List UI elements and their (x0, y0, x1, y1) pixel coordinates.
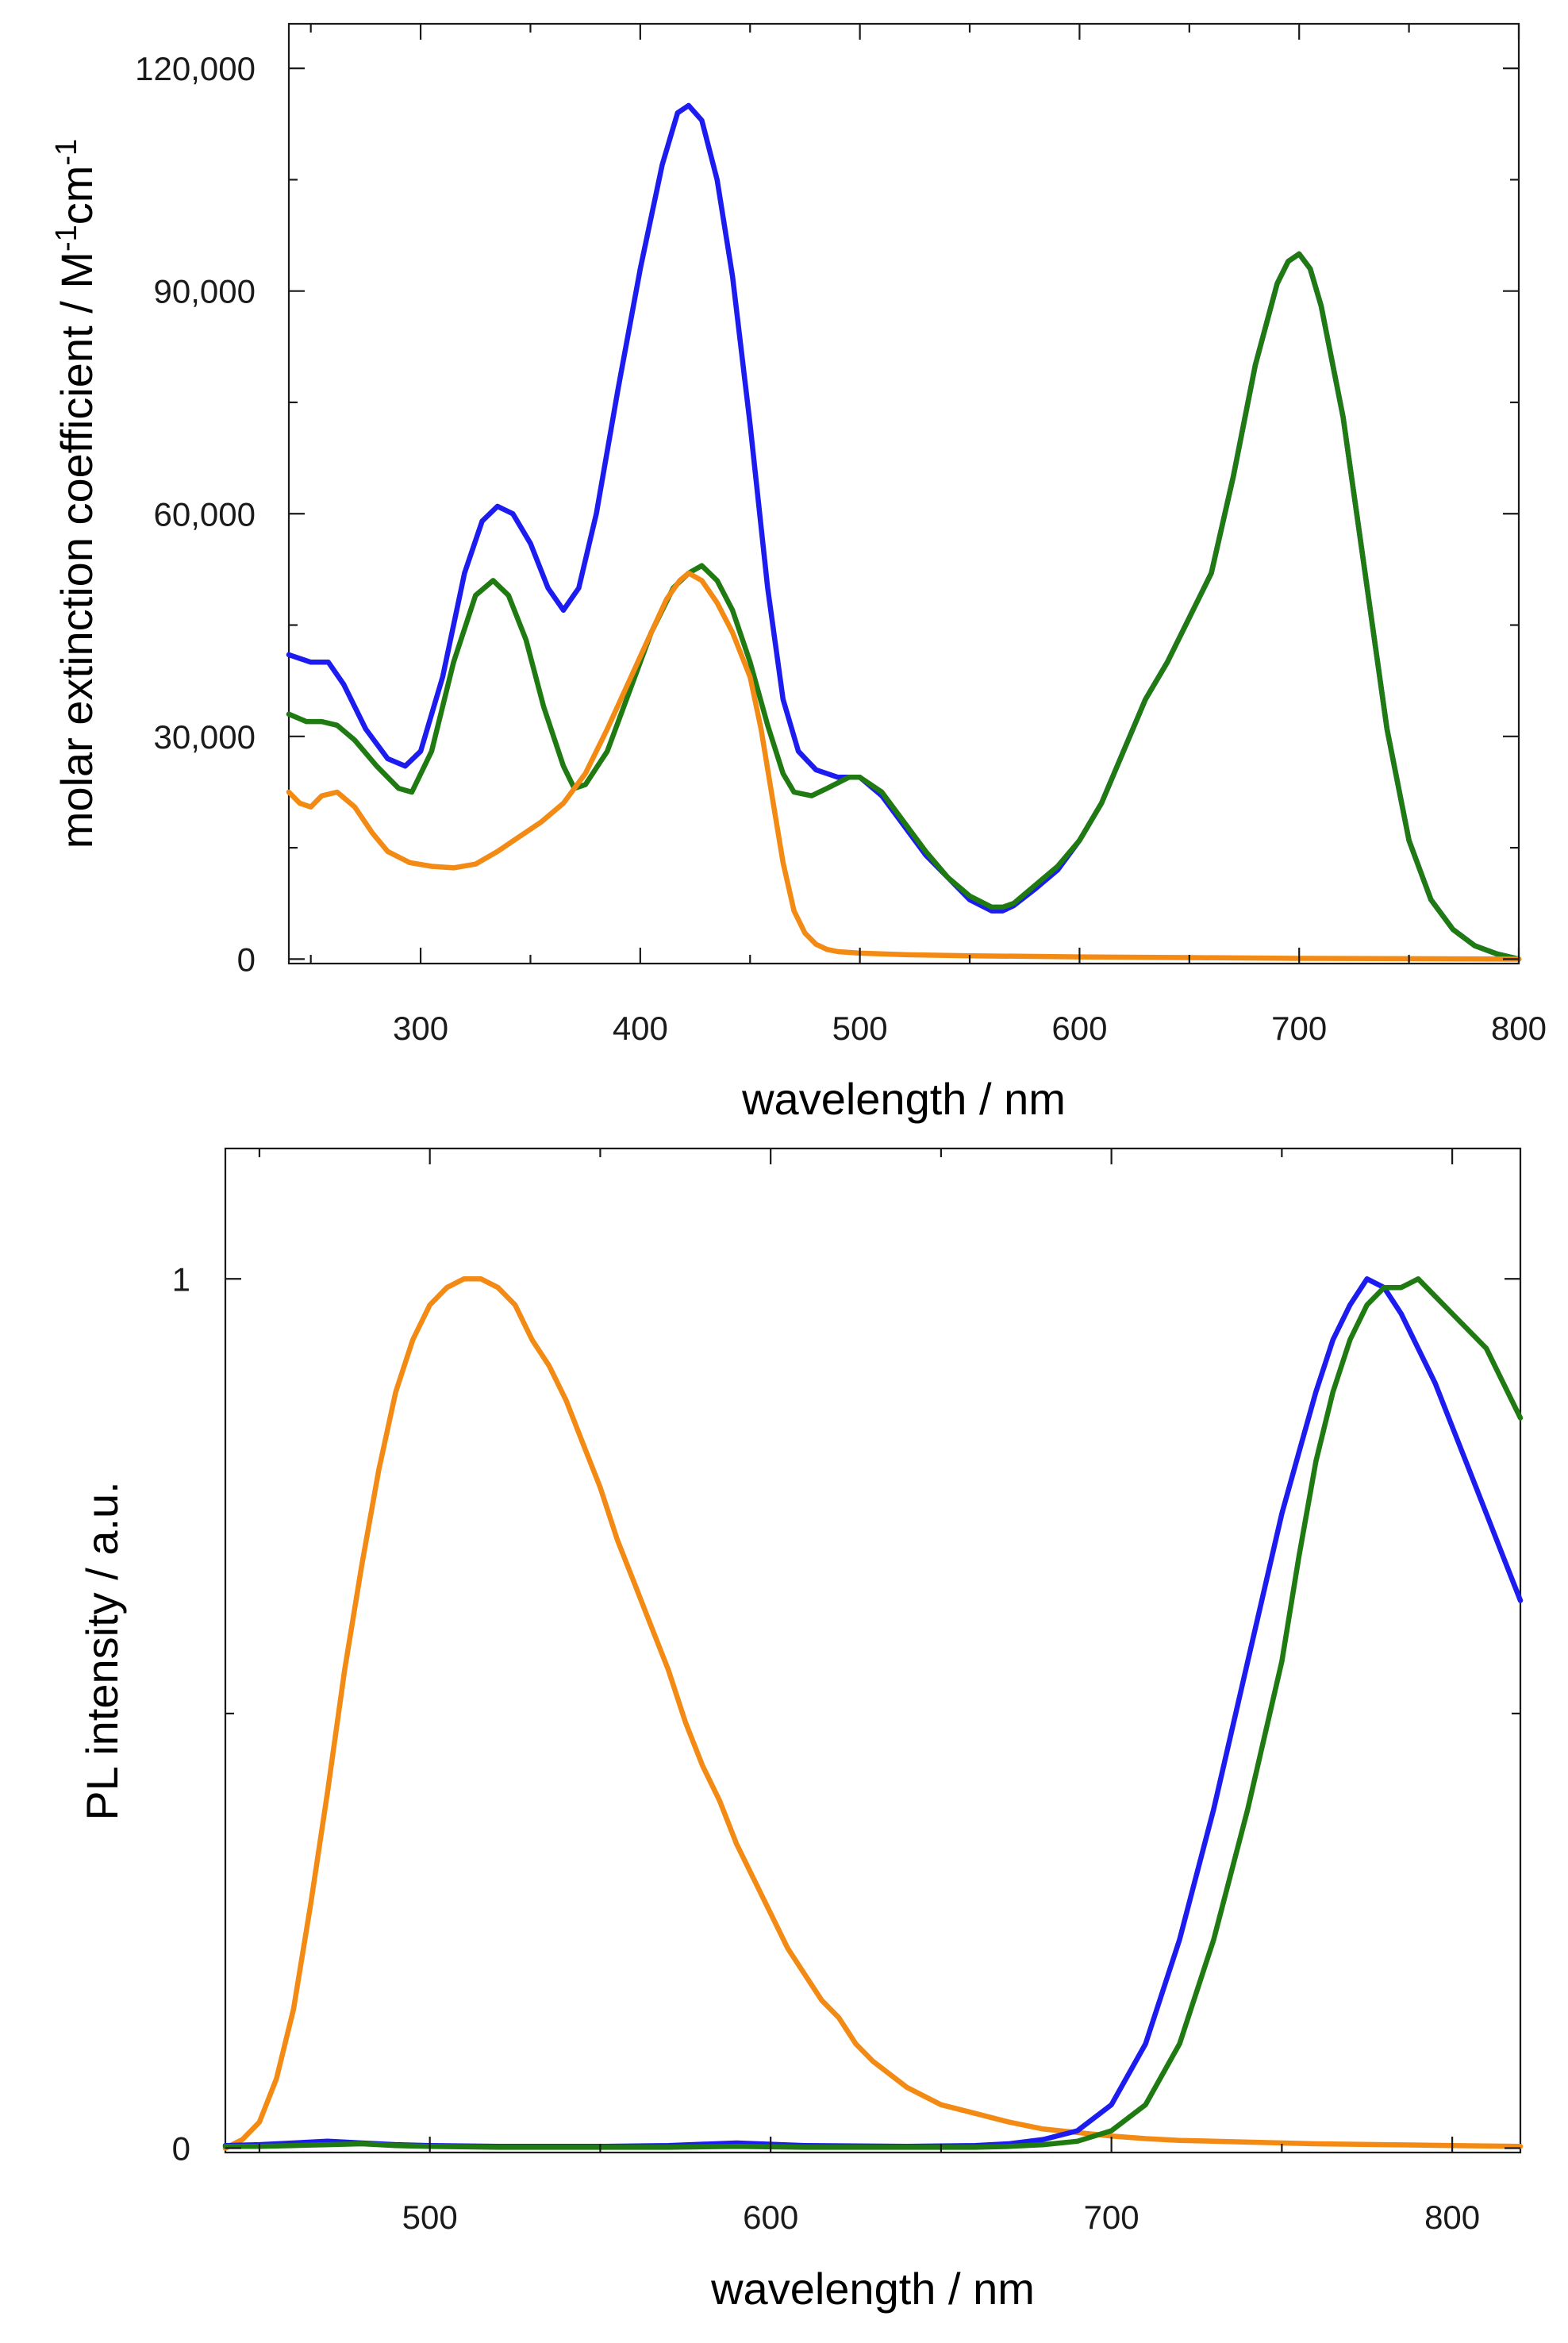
absorption-y-axis-title: molar extinction coefficient / M-1cm-1 (50, 139, 102, 848)
absorption-y-tick-label: 0 (237, 941, 256, 978)
absorption-y-axis-title-sup2: -1 (50, 139, 83, 166)
pl-plot-frame (224, 1147, 1522, 2154)
pl-chart: 500 600 700 800 0 1 wavelength / nm PL intens… (77, 1147, 1524, 2314)
absorption-y-tick-label: 60,000 (154, 495, 256, 533)
absorption-x-tick-label: 600 (1051, 1010, 1107, 1047)
absorption-plot-frame (287, 22, 1520, 965)
absorption-x-tick-label: 400 (613, 1010, 668, 1047)
absorption-y-axis-title-sup1: -1 (50, 225, 83, 252)
absorption-y-axis-title-main: molar extinction coefficient / M (52, 252, 102, 848)
absorption-chart: 300 400 500 600 700 800 0 30,000 60,000 90,000 120… (50, 22, 1547, 1124)
pl-x-tick-label: 500 (402, 2199, 458, 2236)
absorption-y-tick-label: 120,000 (135, 50, 256, 87)
pl-y-tick-label: 0 (172, 2130, 190, 2168)
absorption-ticks-group: 300 400 500 600 700 800 0 30,000 60,000 90,000 120… (135, 24, 1547, 1047)
pl-ticks-group: 500 600 700 800 0 1 (172, 1148, 1520, 2236)
absorption-y-axis-title-unit: cm (52, 166, 102, 225)
absorption-x-tick-label: 300 (393, 1010, 448, 1047)
pl-x-tick-label: 800 (1424, 2199, 1480, 2236)
absorption-y-tick-label: 90,000 (154, 273, 256, 310)
absorption-x-axis-title: wavelength / nm (741, 1074, 1066, 1124)
pl-series-orange (222, 1276, 1524, 2151)
pl-x-tick-label: 700 (1084, 2199, 1139, 2236)
pl-x-tick-label: 600 (743, 2199, 798, 2236)
absorption-x-tick-label: 500 (832, 1010, 888, 1047)
absorption-x-tick-label: 800 (1491, 1010, 1547, 1047)
absorption-x-tick-label: 700 (1271, 1010, 1327, 1047)
absorption-y-tick-label: 30,000 (154, 718, 256, 756)
absorption-series-green (286, 251, 1522, 962)
pl-x-axis-title: wavelength / nm (710, 2264, 1035, 2314)
pl-y-tick-label: 1 (172, 1260, 190, 1298)
pl-y-axis-title: PL intensity / a.u. (77, 1481, 127, 1821)
